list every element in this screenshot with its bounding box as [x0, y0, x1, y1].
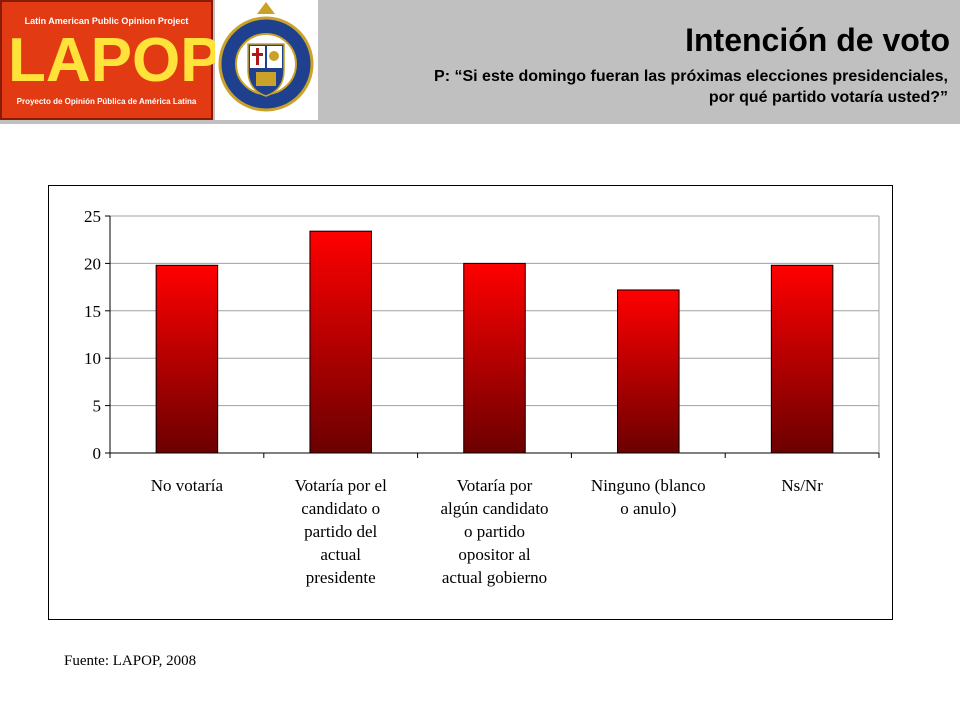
- question-text: P: “Si este domingo fueran las próximas …: [434, 66, 948, 108]
- bar: [463, 262, 526, 454]
- y-tick-label: 20: [84, 254, 101, 273]
- header-bar: Latin American Public Opinion Project LA…: [0, 0, 960, 124]
- y-tick-label: 10: [84, 349, 101, 368]
- x-tick-label: No votaría: [151, 476, 224, 495]
- bar: [155, 264, 219, 454]
- x-tick-label: Votaría por el candidato o partido del actu…: [295, 476, 387, 587]
- question-line-1: P: “Si este domingo fueran las próximas …: [434, 68, 948, 85]
- bar: [770, 264, 834, 454]
- logo-bottom-text: Proyecto de Opinión Pública de América L…: [16, 97, 197, 106]
- bar: [617, 289, 680, 454]
- y-tick-label: 0: [93, 444, 102, 463]
- lapop-logo: Latin American Public Opinion Project LA…: [0, 0, 222, 120]
- university-seal: [215, 0, 318, 120]
- bar: [309, 230, 372, 454]
- page-title: Intención de voto: [685, 22, 950, 58]
- seal-icon: [218, 2, 314, 112]
- y-tick-label: 25: [84, 207, 101, 226]
- x-tick-label: Ninguno (blanco o anulo): [591, 476, 706, 518]
- logo-top-text: Latin American Public Opinion Project: [24, 16, 189, 26]
- x-tick-label: Votaría por algún candidato o partido oposi…: [440, 476, 548, 587]
- question-line-2: por qué partido votaría usted?”: [708, 89, 948, 106]
- source-note: Fuente: LAPOP, 2008: [64, 653, 197, 669]
- y-tick-label: 5: [93, 397, 102, 416]
- x-tick-label: Ns/Nr: [781, 476, 823, 495]
- bar-chart: 0 5 10 15 20 25 No votaría Votaría por el candi…: [48, 185, 893, 620]
- y-tick-label: 15: [84, 302, 101, 321]
- logo-wordmark: LAPOP: [8, 26, 222, 95]
